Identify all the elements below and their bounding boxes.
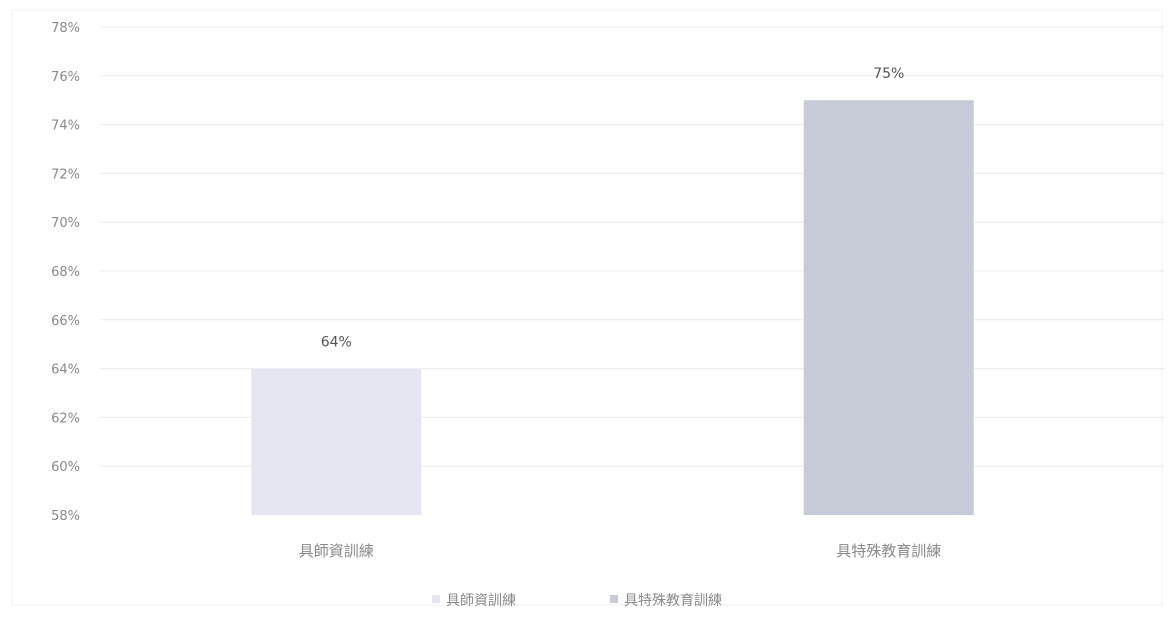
data-label: 64% — [321, 335, 352, 351]
y-tick-label: 68% — [51, 265, 80, 280]
bars — [251, 100, 974, 515]
y-tick-label: 66% — [51, 314, 80, 329]
legend-swatch — [610, 595, 618, 603]
x-tick-label: 具師資訓練 — [299, 542, 374, 560]
legend-label: 具師資訓練 — [446, 593, 516, 609]
y-tick-label: 62% — [51, 411, 80, 426]
y-tick-label: 72% — [51, 167, 80, 182]
y-tick-label: 76% — [51, 70, 80, 85]
x-axis-ticks: 具師資訓練 具特殊教育訓練 — [299, 542, 942, 560]
data-label: 75% — [873, 66, 904, 82]
legend-label: 具特殊教育訓練 — [624, 593, 722, 609]
data-labels: 64% 75% — [321, 66, 905, 350]
legend: 具師資訓練 具特殊教育訓練 — [432, 593, 722, 609]
y-tick-label: 60% — [51, 460, 80, 475]
x-tick-label: 具特殊教育訓練 — [836, 542, 941, 560]
y-tick-label: 74% — [51, 119, 80, 134]
y-tick-label: 64% — [51, 363, 80, 378]
y-tick-label: 70% — [51, 216, 80, 231]
y-axis-ticks: 58% 60% 62% 64% 66% 68% 70% 72% 74% 76% 78% — [51, 21, 80, 524]
chart-frame — [11, 9, 1163, 606]
bar — [803, 100, 974, 515]
bar — [251, 368, 422, 515]
y-tick-label: 58% — [51, 509, 80, 524]
legend-swatch — [432, 595, 440, 603]
y-tick-label: 78% — [51, 21, 80, 36]
